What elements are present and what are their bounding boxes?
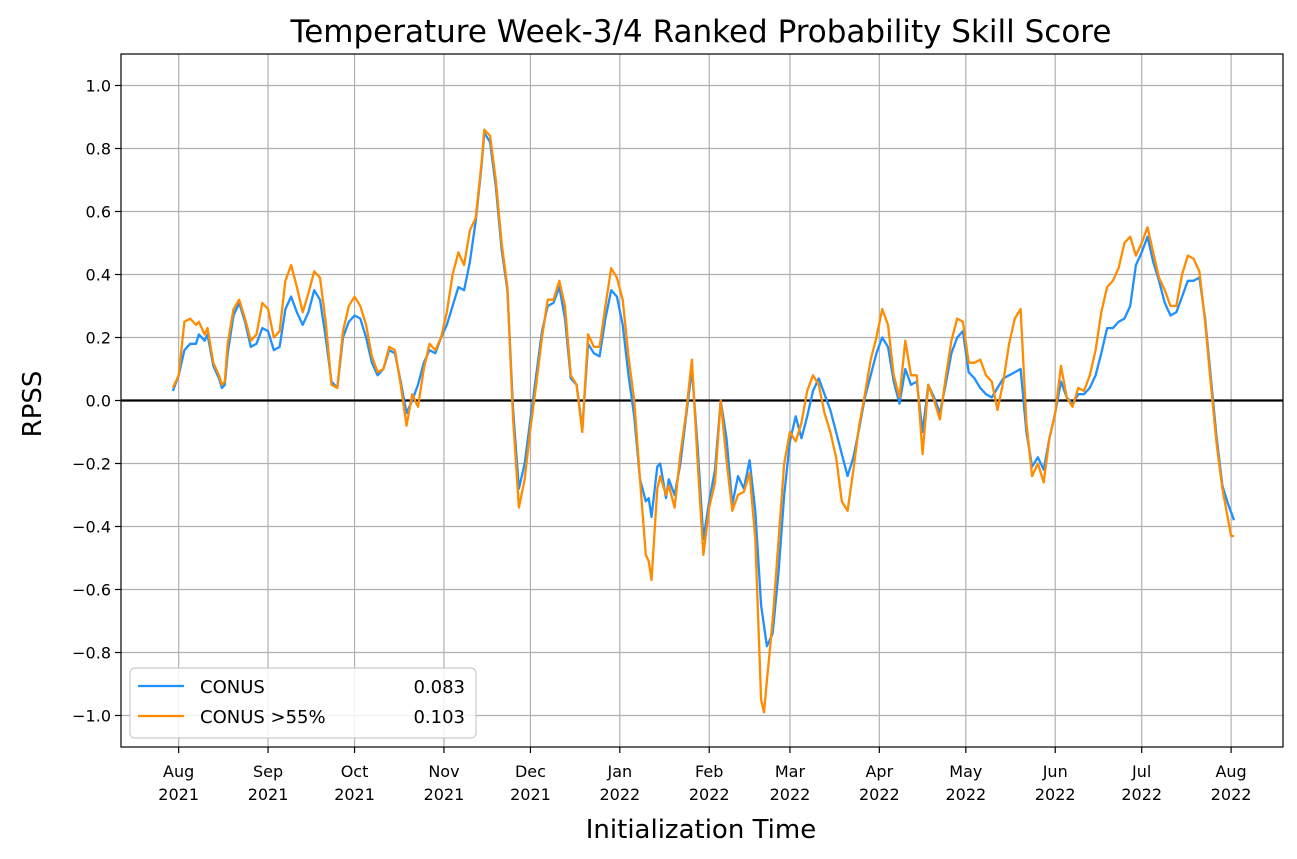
x-tick-label-year: 2022 — [770, 785, 811, 804]
x-tick-label-month: Apr — [865, 762, 893, 781]
x-tick-label-month: Oct — [341, 762, 369, 781]
x-tick-label-year: 2022 — [859, 785, 900, 804]
x-tick-label-year: 2021 — [334, 785, 375, 804]
series-layer — [171, 128, 1236, 714]
y-tick-label: 0.8 — [86, 140, 111, 159]
legend: CONUS 0.083 CONUS >55% 0.103 — [129, 667, 477, 739]
y-tick-label: 0.2 — [86, 329, 111, 348]
x-tick-label-year: 2021 — [510, 785, 551, 804]
x-tick-label-year: 2021 — [248, 785, 289, 804]
x-tick-label-month: Jul — [1131, 762, 1151, 781]
x-tick-label-month: Jun — [1042, 762, 1068, 781]
y-tick-label: −1.0 — [72, 707, 111, 726]
y-tick-label: −0.4 — [72, 518, 111, 537]
y-tick-label: 0.6 — [86, 203, 111, 222]
x-tick-label-month: May — [949, 762, 982, 781]
y-tick-label: −0.8 — [72, 644, 111, 663]
x-tick-label-month: Jan — [606, 762, 632, 781]
x-axis-title: Initialization Time — [586, 815, 816, 845]
x-tick-label-month: Mar — [775, 762, 806, 781]
x-tick-label-month: Feb — [695, 762, 723, 781]
x-tick-label-year: 2021 — [424, 785, 465, 804]
legend-series-name: CONUS >55% — [200, 707, 326, 728]
x-tick-label-month: Nov — [428, 762, 459, 781]
series-line-conus-55pct — [171, 128, 1234, 714]
legend-series-value: 0.103 — [413, 707, 465, 728]
x-tick-label-year: 2022 — [945, 785, 986, 804]
y-axis-ticks: −1.0 −0.8 −0.6 −0.4 −0.2 0.0 0.2 0.4 0.6 0.8 1.0 — [72, 77, 121, 726]
x-tick-label-year: 2022 — [689, 785, 730, 804]
y-tick-label: 0.4 — [86, 266, 111, 285]
x-tick-label-month: Dec — [515, 762, 546, 781]
x-tick-label-year: 2022 — [1121, 785, 1162, 804]
legend-box — [129, 667, 477, 739]
y-tick-label: 1.0 — [86, 77, 111, 96]
y-axis-title: RPSS — [18, 371, 48, 438]
series-line-conus — [171, 131, 1236, 648]
x-tick-label-year: 2022 — [599, 785, 640, 804]
chart-title: Temperature Week-3/4 Ranked Probability … — [290, 14, 1112, 50]
x-tick-label-month: Aug — [163, 762, 194, 781]
y-tick-label: −0.6 — [72, 581, 111, 600]
y-tick-label: −0.2 — [72, 455, 111, 474]
x-tick-label-year: 2022 — [1035, 785, 1076, 804]
x-tick-label-year: 2021 — [158, 785, 199, 804]
x-axis-ticks: Aug 2021 Sep 2021 Oct 2021 Nov 2021 Dec 2021 Jan 20… — [158, 747, 1251, 804]
x-tick-label-year: 2022 — [1211, 785, 1252, 804]
x-tick-label-month: Aug — [1215, 762, 1246, 781]
legend-series-name: CONUS — [200, 677, 265, 698]
y-tick-label: 0.0 — [86, 392, 111, 411]
legend-series-value: 0.083 — [413, 677, 465, 698]
x-tick-label-month: Sep — [253, 762, 283, 781]
